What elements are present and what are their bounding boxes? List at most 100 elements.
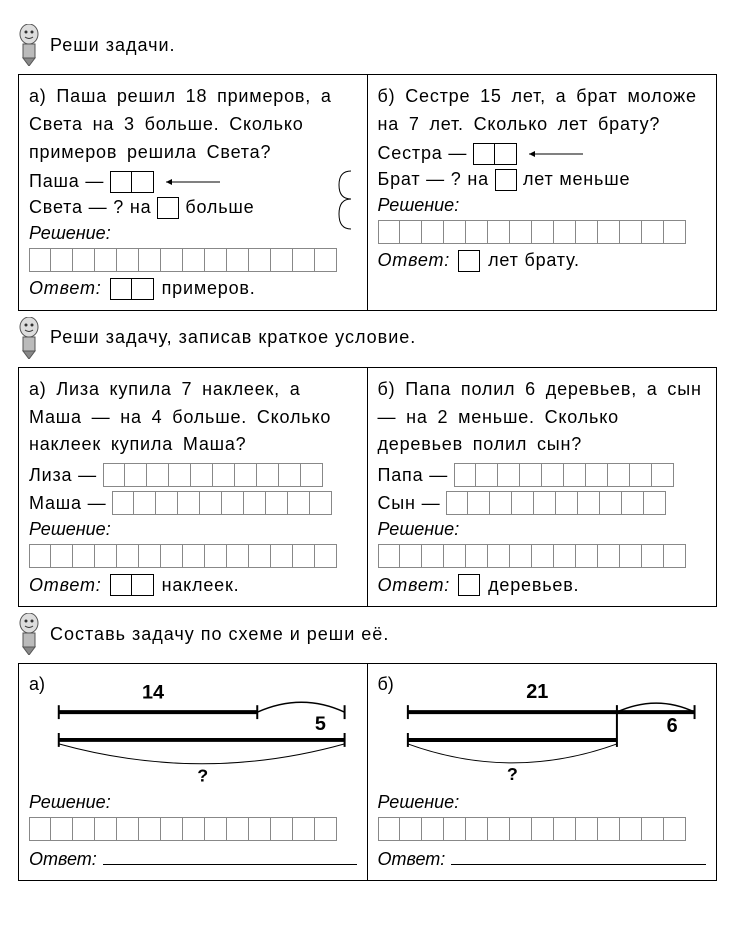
task-3a: а) 14 5 ? Решение: О [19, 664, 368, 880]
task-1b-text: б) Сестре 15 лет, а брат моложе на 7 лет… [378, 83, 707, 139]
section3-header: Составь задачу по схеме и реши её. [18, 613, 717, 655]
diagram-3a-value5: 5 [315, 713, 326, 735]
task-2b-text: б) Папа полил 6 деревьев, а сын — на 2 м… [378, 376, 707, 460]
answer-label: Ответ: [29, 278, 102, 299]
solution-cells[interactable] [378, 544, 707, 568]
arrow-left-icon [160, 177, 220, 187]
solution-label: Решение: [29, 792, 357, 813]
task-1b-row1: Сестра — [378, 143, 707, 165]
pencil-icon [18, 24, 40, 66]
pencil-icon [18, 613, 40, 655]
label-sveta: Света — ? на [29, 197, 151, 218]
answer-suffix: лет брату. [488, 250, 580, 271]
label-masha: Маша — [29, 493, 106, 514]
diagram-3b: б) 21 6 ? [378, 672, 707, 792]
diagram-3a-unknown: ? [197, 766, 208, 786]
diagram-3b-value21: 21 [526, 681, 548, 703]
solution-cells[interactable] [378, 220, 707, 244]
diagram-3b-svg: 21 6 ? [378, 672, 707, 792]
answer-label: Ответ: [378, 250, 451, 271]
label-more: больше [185, 197, 254, 218]
diagram-3b-value6: 6 [666, 715, 677, 737]
task-2b-row1: Папа — [378, 463, 707, 487]
label-less: лет меньше [523, 169, 630, 190]
section1-header: Реши задачи. [18, 24, 717, 66]
section2-title: Реши задачу, записав краткое условие. [50, 327, 416, 348]
task-1a-answer: Ответ: примеров. [29, 278, 357, 300]
answer-label: Ответ: [378, 849, 446, 870]
solution-label: Решение: [29, 519, 357, 540]
solution-label: Решение: [378, 519, 707, 540]
answer-1cell[interactable] [458, 250, 480, 272]
task-2b-answer: Ответ: деревьев. [378, 574, 707, 596]
answer-label: Ответ: [378, 575, 451, 596]
task-2b: б) Папа полил 6 деревьев, а сын — на 2 м… [368, 368, 717, 607]
task-1b-row2: Брат — ? на лет меньше [378, 169, 707, 191]
pencil-icon [18, 317, 40, 359]
label-sister: Сестра — [378, 143, 468, 164]
task-2b-letter: б) [378, 379, 396, 399]
task-2b-row2: Сын — [378, 491, 707, 515]
task-1b: б) Сестре 15 лет, а брат моложе на 7 лет… [368, 75, 717, 310]
task-2a-letter: а) [29, 379, 47, 399]
task-3a-letter: а) [29, 674, 45, 695]
diagram-3a-value14: 14 [142, 682, 164, 704]
row-cells[interactable] [454, 463, 674, 487]
diagram-3a: а) 14 5 ? [29, 672, 357, 792]
task-1b-answer: Ответ: лет брату. [378, 250, 707, 272]
brace-icon [337, 169, 355, 231]
solution-label: Решение: [29, 223, 357, 244]
row-cells[interactable] [446, 491, 666, 515]
task-1a-row2: Света — ? на больше [29, 197, 357, 219]
task-3b-answer: Ответ: [378, 847, 707, 870]
solution-label: Решение: [378, 792, 707, 813]
task-3a-answer: Ответ: [29, 847, 357, 870]
answer-suffix: наклеек. [162, 575, 240, 596]
task-2a-row1: Лиза — [29, 463, 357, 487]
task-2a-text: а) Лиза купила 7 наклеек, а Маша — на 4 … [29, 376, 357, 460]
task-1a-row1: Паша — [29, 171, 357, 193]
input-2cell[interactable] [110, 171, 154, 193]
answer-line[interactable] [103, 847, 357, 865]
answer-2cell[interactable] [110, 278, 154, 300]
section1-title: Реши задачи. [50, 35, 176, 56]
section3-grid: а) 14 5 ? Решение: О [18, 663, 717, 881]
solution-cells[interactable] [29, 248, 357, 272]
section1-grid: а) Паша решил 18 примеров, а Света на 3 … [18, 74, 717, 311]
task-1b-letter: б) [378, 86, 396, 106]
task-2a: а) Лиза купила 7 наклеек, а Маша — на 4 … [19, 368, 368, 607]
task-2a-answer: Ответ: наклеек. [29, 574, 357, 596]
input-1cell[interactable] [495, 169, 517, 191]
label-pasha: Паша — [29, 171, 104, 192]
label-liza: Лиза — [29, 465, 97, 486]
input-1cell[interactable] [157, 197, 179, 219]
row-cells[interactable] [103, 463, 323, 487]
task-3b-letter: б) [378, 674, 394, 695]
task-1a-text: а) Паша решил 18 примеров, а Света на 3 … [29, 83, 357, 167]
solution-label: Решение: [378, 195, 707, 216]
answer-2cell[interactable] [110, 574, 154, 596]
arrow-left-icon [523, 149, 583, 159]
label-brother: Брат — ? на [378, 169, 489, 190]
answer-suffix: примеров. [162, 278, 256, 299]
row-cells[interactable] [112, 491, 332, 515]
answer-line[interactable] [451, 847, 706, 865]
solution-cells[interactable] [29, 544, 357, 568]
task-1a: а) Паша решил 18 примеров, а Света на 3 … [19, 75, 368, 310]
task-1b-body: Сестре 15 лет, а брат моложе на 7 лет. С… [378, 86, 697, 134]
label-papa: Папа — [378, 465, 449, 486]
section3-title: Составь задачу по схеме и реши её. [50, 624, 389, 645]
solution-cells[interactable] [29, 817, 357, 841]
task-2a-body: Лиза купила 7 наклеек, а Маша — на 4 бол… [29, 379, 331, 455]
solution-cells[interactable] [378, 817, 707, 841]
section2-grid: а) Лиза купила 7 наклеек, а Маша — на 4 … [18, 367, 717, 608]
task-3b: б) 21 6 ? Решение: Ответ: [368, 664, 717, 880]
diagram-3b-unknown: ? [506, 764, 517, 784]
task-1a-body: Паша решил 18 примеров, а Света на 3 бол… [29, 86, 332, 162]
task-2a-row2: Маша — [29, 491, 357, 515]
label-son: Сын — [378, 493, 441, 514]
answer-1cell[interactable] [458, 574, 480, 596]
input-2cell[interactable] [473, 143, 517, 165]
answer-label: Ответ: [29, 575, 102, 596]
task-1a-letter: а) [29, 86, 47, 106]
